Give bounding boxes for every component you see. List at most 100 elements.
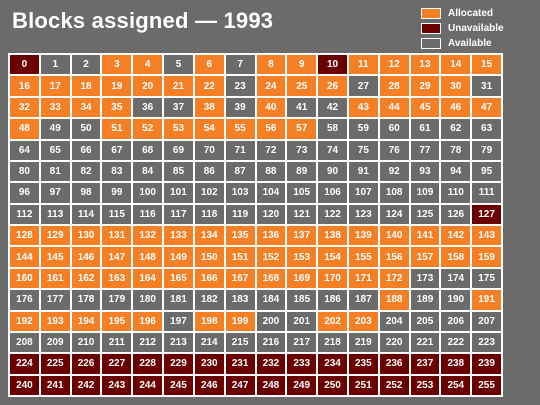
block-72: 72 [256,140,286,160]
block-202: 202 [318,311,347,331]
legend-item-unavailable: Unavailable [421,21,504,36]
block-183: 183 [225,290,255,310]
block-89: 89 [287,161,317,182]
block-176: 176 [10,290,39,310]
block-175: 175 [472,268,501,289]
block-136: 136 [256,226,286,246]
block-11: 11 [348,55,378,75]
block-93: 93 [410,161,440,182]
block-249: 249 [287,375,317,395]
block-151: 151 [225,247,255,267]
block-128: 128 [10,226,39,246]
block-15: 15 [472,55,501,75]
block-109: 109 [410,183,440,203]
block-157: 157 [410,247,440,267]
block-101: 101 [164,183,193,203]
block-81: 81 [40,161,70,182]
block-251: 251 [348,375,378,395]
block-78: 78 [441,140,471,160]
block-140: 140 [379,226,409,246]
block-138: 138 [318,226,347,246]
block-226: 226 [71,354,101,374]
block-92: 92 [379,161,409,182]
block-199: 199 [225,311,255,331]
block-20: 20 [133,76,163,96]
block-131: 131 [102,226,132,246]
block-153: 153 [287,247,317,267]
block-31: 31 [472,76,501,96]
block-14: 14 [441,55,471,75]
block-13: 13 [410,55,440,75]
block-122: 122 [318,204,347,224]
block-40: 40 [256,97,286,118]
block-39: 39 [225,97,255,118]
block-99: 99 [102,183,132,203]
block-182: 182 [194,290,224,310]
block-177: 177 [40,290,70,310]
block-142: 142 [441,226,471,246]
block-255: 255 [472,375,501,395]
block-146: 146 [71,247,101,267]
block-194: 194 [71,311,101,331]
block-127: 127 [472,204,501,224]
block-23: 23 [225,76,255,96]
block-214: 214 [194,332,224,353]
block-53: 53 [164,119,193,139]
block-37: 37 [164,97,193,118]
block-108: 108 [379,183,409,203]
block-32: 32 [10,97,39,118]
block-114: 114 [71,204,101,224]
block-17: 17 [40,76,70,96]
block-238: 238 [441,354,471,374]
block-24: 24 [256,76,286,96]
block-229: 229 [164,354,193,374]
block-232: 232 [256,354,286,374]
block-1: 1 [40,55,70,75]
block-150: 150 [194,247,224,267]
block-186: 186 [318,290,347,310]
block-103: 103 [225,183,255,203]
block-178: 178 [71,290,101,310]
block-105: 105 [287,183,317,203]
block-164: 164 [133,268,163,289]
block-104: 104 [256,183,286,203]
block-64: 64 [10,140,39,160]
block-218: 218 [318,332,347,353]
block-180: 180 [133,290,163,310]
block-227: 227 [102,354,132,374]
block-77: 77 [410,140,440,160]
block-69: 69 [164,140,193,160]
block-209: 209 [40,332,70,353]
block-107: 107 [348,183,378,203]
block-212: 212 [133,332,163,353]
block-132: 132 [133,226,163,246]
block-82: 82 [71,161,101,182]
block-41: 41 [287,97,317,118]
block-244: 244 [133,375,163,395]
block-65: 65 [40,140,70,160]
block-196: 196 [133,311,163,331]
block-56: 56 [256,119,286,139]
block-181: 181 [164,290,193,310]
block-247: 247 [225,375,255,395]
block-110: 110 [441,183,471,203]
block-88: 88 [256,161,286,182]
block-9: 9 [287,55,317,75]
block-7: 7 [225,55,255,75]
block-102: 102 [194,183,224,203]
block-28: 28 [379,76,409,96]
block-189: 189 [410,290,440,310]
block-27: 27 [348,76,378,96]
block-156: 156 [379,247,409,267]
block-242: 242 [71,375,101,395]
block-205: 205 [410,311,440,331]
block-84: 84 [133,161,163,182]
block-68: 68 [133,140,163,160]
block-grid: 0 1 2 3 4 5 6 7 8 9 10 11 12 13 14 15 16 17 18 19 20 21 22 23 24… [8,53,503,397]
block-191: 191 [472,290,501,310]
block-86: 86 [194,161,224,182]
block-200: 200 [256,311,286,331]
legend-swatch-allocated [421,8,441,19]
block-163: 163 [102,268,132,289]
block-165: 165 [164,268,193,289]
